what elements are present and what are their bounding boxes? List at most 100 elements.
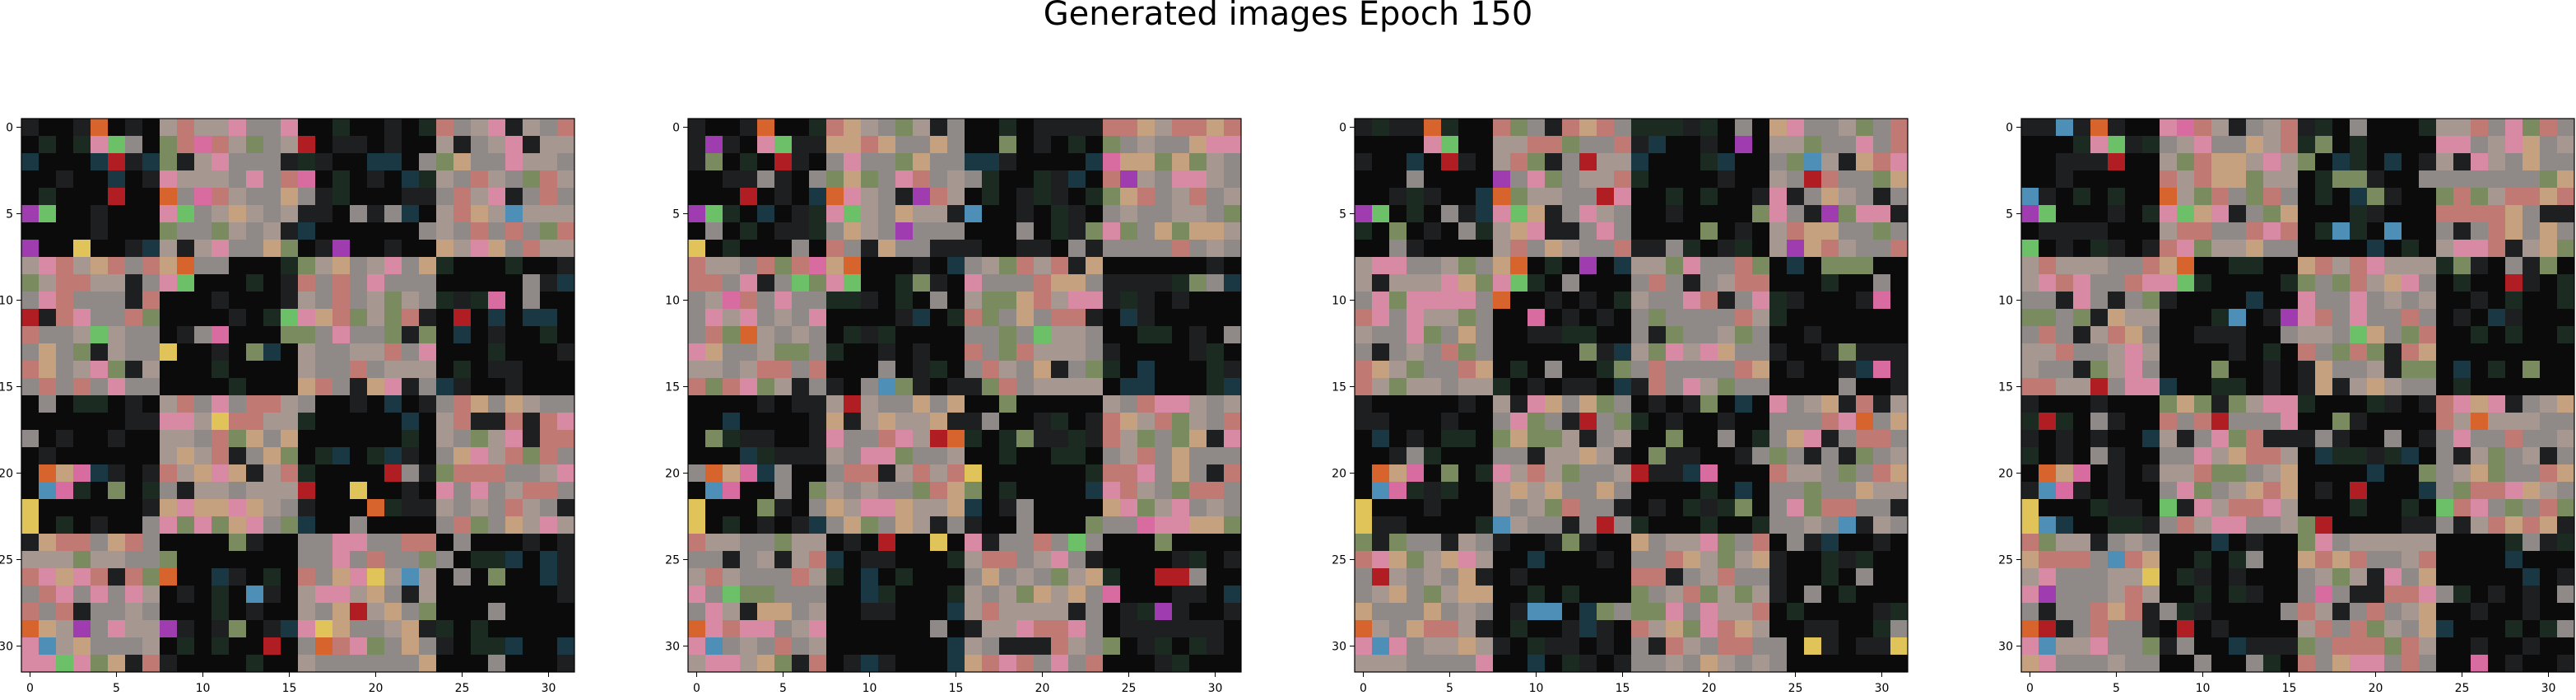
pixel-cell — [332, 568, 351, 586]
pixel-cell — [2453, 637, 2471, 656]
pixel-cell — [281, 586, 299, 604]
pixel-cell — [2505, 620, 2523, 638]
pixel-cell — [999, 464, 1017, 483]
pixel-cell — [723, 655, 741, 673]
pixel-cell — [1207, 257, 1225, 275]
pixel-cell — [488, 586, 506, 604]
pixel-cell — [2315, 343, 2333, 362]
pixel-cell — [1355, 482, 1373, 500]
pixel-cell — [1016, 309, 1035, 327]
pixel-cell — [2142, 413, 2160, 431]
pixel-cell — [1614, 136, 1632, 154]
pixel-cell — [1172, 655, 1190, 673]
pixel-cell — [384, 170, 402, 189]
pixel-cell — [488, 257, 506, 275]
pixel-cell — [1189, 205, 1207, 223]
pixel-cell — [2090, 464, 2109, 483]
pixel-cell — [1155, 188, 1173, 206]
pixel-cell — [2488, 170, 2506, 189]
pixel-cell — [774, 240, 793, 258]
pixel-cell — [774, 292, 793, 310]
pixel-cell — [367, 326, 385, 344]
pixel-cell — [194, 482, 212, 500]
pixel-cell — [2039, 343, 2057, 362]
pixel-cell — [1034, 222, 1052, 240]
pixel-cell — [1873, 534, 1891, 552]
pixel-cell — [1120, 482, 1138, 500]
pixel-cell — [1137, 343, 1155, 362]
pixel-cell — [792, 222, 810, 240]
pixel-cell — [298, 516, 316, 534]
pixel-cell — [1172, 586, 1190, 604]
pixel-cell — [1493, 343, 1511, 362]
pixel-cell — [1372, 447, 1390, 465]
pixel-cell — [705, 620, 723, 638]
pixel-cell — [792, 153, 810, 171]
pixel-cell — [1207, 343, 1225, 362]
pixel-cell — [142, 119, 160, 137]
pixel-cell — [1666, 292, 1684, 310]
pixel-cell — [91, 188, 109, 206]
pixel-cell — [125, 378, 143, 396]
pixel-cell — [1787, 361, 1805, 379]
pixel-cell — [1735, 361, 1753, 379]
pixel-cell — [177, 655, 195, 673]
pixel-cell — [125, 188, 143, 206]
pixel-cell — [2246, 170, 2264, 189]
pixel-cell — [1597, 136, 1615, 154]
pixel-cell — [2039, 222, 2057, 240]
pixel-cell — [2090, 240, 2109, 258]
pixel-cell — [1424, 551, 1442, 569]
pixel-cell — [1735, 205, 1753, 223]
pixel-cell — [2039, 586, 2057, 604]
pixel-cell — [1355, 516, 1373, 534]
pixel-cell — [1579, 516, 1597, 534]
pixel-cell — [1476, 482, 1494, 500]
pixel-cell — [1224, 326, 1242, 344]
pixel-cell — [142, 361, 160, 379]
pixel-cell — [2384, 119, 2402, 137]
pixel-cell — [2021, 361, 2039, 379]
pixel-cell — [384, 464, 402, 483]
pixel-cell — [212, 413, 230, 431]
pixel-cell — [384, 222, 402, 240]
pixel-cell — [2125, 309, 2143, 327]
pixel-cell — [1614, 274, 1632, 292]
pixel-cell — [688, 361, 706, 379]
pixel-cell — [2505, 326, 2523, 344]
pixel-cell — [861, 119, 879, 137]
pixel-cell — [1579, 119, 1597, 137]
pixel-cell — [2350, 620, 2368, 638]
pixel-cell — [2367, 153, 2385, 171]
pixel-cell — [1856, 655, 1874, 673]
pixel-cell — [2557, 516, 2575, 534]
pixel-cell — [471, 292, 489, 310]
pixel-cell — [1155, 274, 1173, 292]
pixel-cell — [2281, 395, 2299, 413]
pixel-cell — [2367, 430, 2385, 448]
pixel-cell — [177, 464, 195, 483]
pixel-cell — [2453, 153, 2471, 171]
pixel-cell — [2402, 188, 2420, 206]
pixel-cell — [73, 603, 91, 621]
pixel-cell — [2021, 170, 2039, 189]
pixel-cell — [1137, 637, 1155, 656]
pixel-cell — [757, 551, 775, 569]
pixel-cell — [212, 499, 230, 517]
pixel-cell — [1086, 499, 1104, 517]
pixel-cell — [1424, 274, 1442, 292]
pixel-cell — [2384, 620, 2402, 638]
pixel-cell — [2557, 292, 2575, 310]
pixel-cell — [1389, 274, 1407, 292]
pixel-cell — [1068, 222, 1086, 240]
pixel-cell — [1804, 309, 1822, 327]
pixel-cell — [436, 603, 454, 621]
pixel-cell — [1545, 378, 1563, 396]
pixel-cell — [298, 534, 316, 552]
y-tick-label: 30 — [0, 641, 13, 654]
pixel-cell — [367, 603, 385, 621]
pixel-cell — [1839, 170, 1857, 189]
pixel-cell — [1103, 343, 1121, 362]
pixel-cell — [861, 603, 879, 621]
pixel-cell — [1034, 136, 1052, 154]
